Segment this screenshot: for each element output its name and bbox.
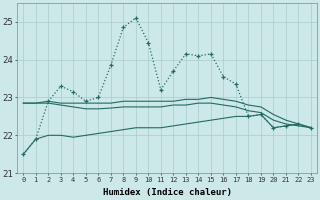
X-axis label: Humidex (Indice chaleur): Humidex (Indice chaleur) <box>103 188 232 197</box>
